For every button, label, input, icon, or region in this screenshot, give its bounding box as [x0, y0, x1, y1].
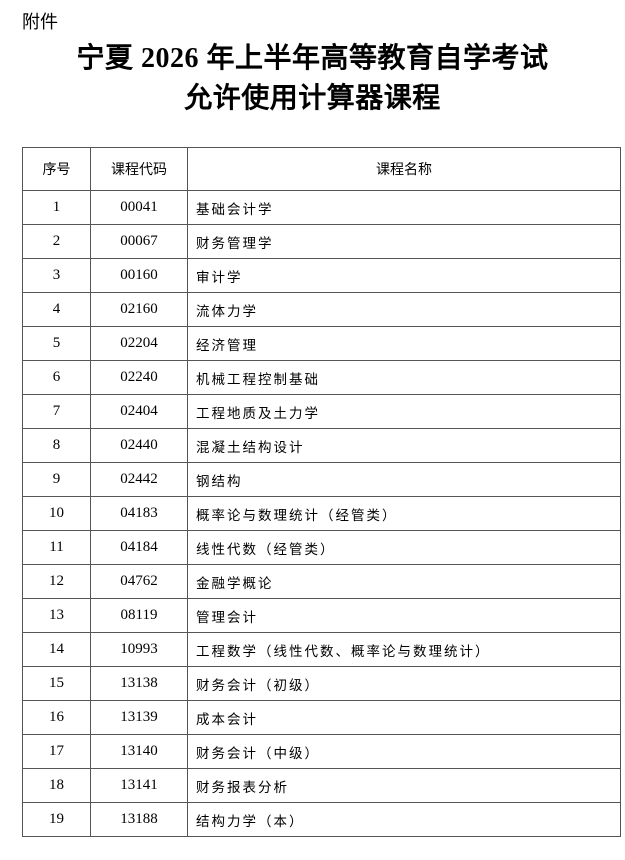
table-header-row: 序号 课程代码 课程名称 [22, 147, 621, 191]
cell-name: 金融学概论 [187, 564, 621, 599]
cell-name: 管理会计 [187, 598, 621, 633]
table-row: 14 10993 工程数学（线性代数、概率论与数理统计） [22, 632, 621, 667]
cell-code: 02240 [90, 360, 188, 395]
table-row: 11 04184 线性代数（经管类） [22, 530, 621, 565]
table-row: 16 13139 成本会计 [22, 700, 621, 735]
attachment-label: 附件 [22, 12, 58, 33]
cell-name: 流体力学 [187, 292, 621, 327]
cell-name: 财务会计（初级） [187, 666, 621, 701]
cell-code: 13139 [90, 700, 188, 735]
cell-index: 15 [22, 666, 91, 701]
table-row: 12 04762 金融学概论 [22, 564, 621, 599]
cell-index: 12 [22, 564, 91, 599]
header-name: 课程名称 [187, 147, 621, 191]
table-row: 3 00160 审计学 [22, 258, 621, 293]
cell-name: 结构力学（本） [187, 802, 621, 837]
table-row: 6 02240 机械工程控制基础 [22, 360, 621, 395]
table-row: 5 02204 经济管理 [22, 326, 621, 361]
cell-code: 13138 [90, 666, 188, 701]
table-row: 8 02440 混凝土结构设计 [22, 428, 621, 463]
cell-name: 混凝土结构设计 [187, 428, 621, 463]
cell-name: 经济管理 [187, 326, 621, 361]
table-row: 7 02404 工程地质及土力学 [22, 394, 621, 429]
cell-name: 成本会计 [187, 700, 621, 735]
cell-code: 00160 [90, 258, 188, 293]
table-row: 15 13138 财务会计（初级） [22, 666, 621, 701]
cell-index: 9 [22, 462, 91, 497]
cell-name: 工程数学（线性代数、概率论与数理统计） [187, 632, 621, 667]
cell-index: 4 [22, 292, 91, 327]
cell-index: 8 [22, 428, 91, 463]
table-row: 17 13140 财务会计（中级） [22, 734, 621, 769]
header-code: 课程代码 [90, 147, 188, 191]
cell-index: 11 [22, 530, 91, 565]
table-row: 18 13141 财务报表分析 [22, 768, 621, 803]
cell-index: 13 [22, 598, 91, 633]
cell-index: 17 [22, 734, 91, 769]
cell-index: 10 [22, 496, 91, 531]
cell-code: 02404 [90, 394, 188, 429]
table-row: 9 02442 钢结构 [22, 462, 621, 497]
cell-name: 概率论与数理统计（经管类） [187, 496, 621, 531]
cell-code: 08119 [90, 598, 188, 633]
cell-name: 财务管理学 [187, 224, 621, 259]
cell-code: 00067 [90, 224, 188, 259]
cell-code: 02204 [90, 326, 188, 361]
cell-code: 00041 [90, 190, 188, 225]
cell-index: 19 [22, 802, 91, 837]
cell-code: 13141 [90, 768, 188, 803]
cell-code: 02160 [90, 292, 188, 327]
cell-index: 6 [22, 360, 91, 395]
cell-name: 线性代数（经管类） [187, 530, 621, 565]
cell-name: 审计学 [187, 258, 621, 293]
cell-name: 财务报表分析 [187, 768, 621, 803]
cell-code: 13188 [90, 802, 188, 837]
cell-code: 04183 [90, 496, 188, 531]
cell-name: 财务会计（中级） [187, 734, 621, 769]
table-row: 2 00067 财务管理学 [22, 224, 621, 259]
header-index: 序号 [22, 147, 91, 191]
cell-name: 钢结构 [187, 462, 621, 497]
table-row: 19 13188 结构力学（本） [22, 802, 621, 837]
cell-index: 1 [22, 190, 91, 225]
cell-index: 16 [22, 700, 91, 735]
cell-index: 14 [22, 632, 91, 667]
title-line-2: 允许使用计算器课程 [184, 83, 441, 114]
cell-name: 基础会计学 [187, 190, 621, 225]
cell-index: 18 [22, 768, 91, 803]
cell-index: 7 [22, 394, 91, 429]
cell-code: 02440 [90, 428, 188, 463]
table-row: 4 02160 流体力学 [22, 292, 621, 327]
table-row: 13 08119 管理会计 [22, 598, 621, 633]
table-row: 1 00041 基础会计学 [22, 190, 621, 225]
cell-index: 5 [22, 326, 91, 361]
cell-code: 10993 [90, 632, 188, 667]
cell-code: 04184 [90, 530, 188, 565]
table-row: 10 04183 概率论与数理统计（经管类） [22, 496, 621, 531]
cell-name: 工程地质及土力学 [187, 394, 621, 429]
cell-index: 2 [22, 224, 91, 259]
cell-name: 机械工程控制基础 [187, 360, 621, 395]
course-table: 序号 课程代码 课程名称 1 00041 基础会计学 2 00067 财务管理学 3 0016… [22, 147, 621, 837]
cell-code: 02442 [90, 462, 188, 497]
cell-index: 3 [22, 258, 91, 293]
cell-code: 04762 [90, 564, 188, 599]
cell-code: 13140 [90, 734, 188, 769]
title-line-1: 宁夏 2026 年上半年高等教育自学考试 [76, 43, 549, 74]
